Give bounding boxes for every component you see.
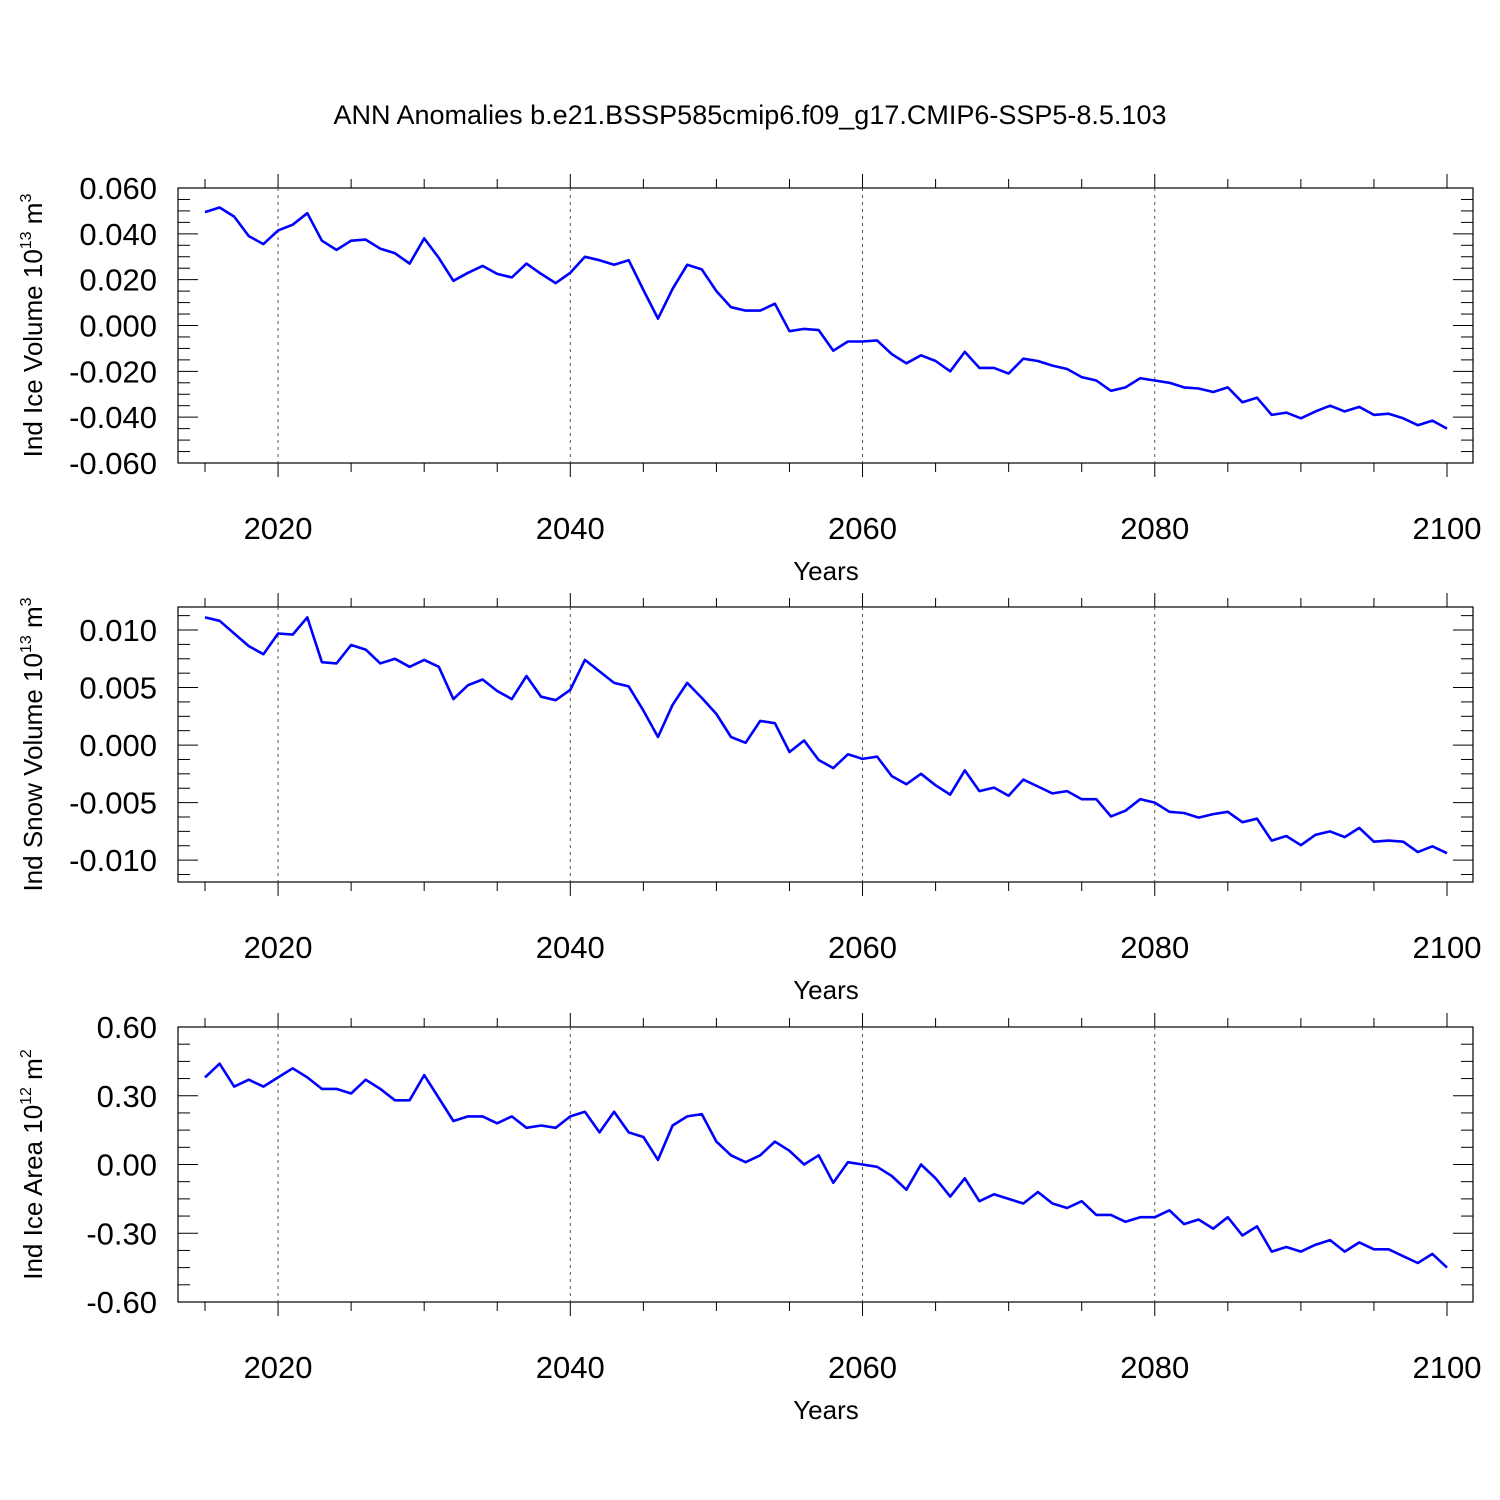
y-axis-title-unit: m	[18, 1058, 48, 1087]
x-tick-label: 2080	[1120, 1350, 1189, 1385]
x-tick-label: 2020	[244, 1350, 313, 1385]
y-tick-label: -0.040	[69, 400, 157, 435]
y-axis-title-exponent: 13	[18, 635, 35, 653]
series-line	[204, 206, 1448, 430]
x-tick-label: 2060	[828, 1350, 897, 1385]
y-tick-label: 0.000	[79, 309, 157, 344]
y-tick-label: 0.060	[79, 171, 157, 206]
x-tick-label: 2060	[828, 930, 897, 965]
y-axis-title-exponent: 12	[18, 1087, 35, 1105]
panel-ice-area: 2020 2040 2060 2080 2100 Years 0.60 0.30 0.00 -0.…	[18, 1010, 1481, 1425]
x-tick-label: 2100	[1413, 930, 1482, 965]
plot-frame	[177, 606, 1474, 883]
series-line	[204, 616, 1448, 855]
y-axis-title-unit-exponent: 2	[18, 1049, 35, 1058]
y-tick-label: -0.010	[69, 843, 157, 878]
x-tick-label: 2060	[828, 511, 897, 546]
y-axis-title: Ind Ice Volume 1013 m3	[18, 194, 48, 458]
x-axis-title: Years	[793, 556, 859, 586]
y-tick-label: -0.005	[69, 786, 157, 821]
y-axis-title-exponent: 13	[18, 231, 35, 249]
y-tick-label: -0.30	[86, 1216, 157, 1251]
y-tick-label: 0.010	[79, 613, 157, 648]
y-axis-title-text: Ind Ice Area 10	[18, 1105, 48, 1280]
y-tick-label: 0.040	[79, 217, 157, 252]
y-axis-title-text: Ind Ice Volume 10	[18, 249, 48, 457]
y-axis-title-text: Ind Snow Volume 10	[18, 653, 48, 892]
x-axis-title: Years	[793, 1395, 859, 1425]
y-axis-title-unit-exponent: 3	[18, 597, 35, 606]
x-tick-label: 2040	[536, 511, 605, 546]
x-tick-label: 2080	[1120, 930, 1189, 965]
x-tick-label: 2020	[244, 930, 313, 965]
panel-snow-volume: 2020 2040 2060 2080 2100 Years 0.010 0.005 0.000…	[18, 593, 1481, 1005]
y-tick-label: -0.060	[69, 446, 157, 481]
x-tick-label: 2040	[536, 930, 605, 965]
y-axis-title-unit: m	[18, 606, 48, 635]
y-tick-label: 0.020	[79, 263, 157, 298]
y-axis-title-unit: m	[18, 203, 48, 232]
x-tick-label: 2080	[1120, 511, 1189, 546]
figure-title: ANN Anomalies b.e21.BSSP585cmip6.f09_g17…	[334, 100, 1167, 130]
series-line	[204, 1062, 1448, 1269]
y-tick-label: 0.60	[97, 1010, 157, 1045]
x-tick-label: 2100	[1413, 511, 1482, 546]
x-tick-label: 2100	[1413, 1350, 1482, 1385]
y-tick-label: -0.60	[86, 1285, 157, 1320]
y-tick-label: -0.020	[69, 354, 157, 389]
x-axis-title: Years	[793, 975, 859, 1005]
panel-ice-volume: 2020 2040 2060 2080 2100 Years 0.060 0.040 0.020…	[18, 171, 1481, 586]
x-tick-label: 2040	[536, 1350, 605, 1385]
y-tick-label: 0.005	[79, 671, 157, 706]
y-axis-title: Ind Snow Volume 1013 m3	[18, 597, 48, 891]
y-tick-label: 0.30	[97, 1079, 157, 1114]
y-axis-title-unit-exponent: 3	[18, 194, 35, 203]
y-tick-label: 0.00	[97, 1148, 157, 1183]
x-tick-label: 2020	[244, 511, 313, 546]
y-tick-label: 0.000	[79, 728, 157, 763]
y-axis-title: Ind Ice Area 1012 m2	[18, 1049, 48, 1280]
